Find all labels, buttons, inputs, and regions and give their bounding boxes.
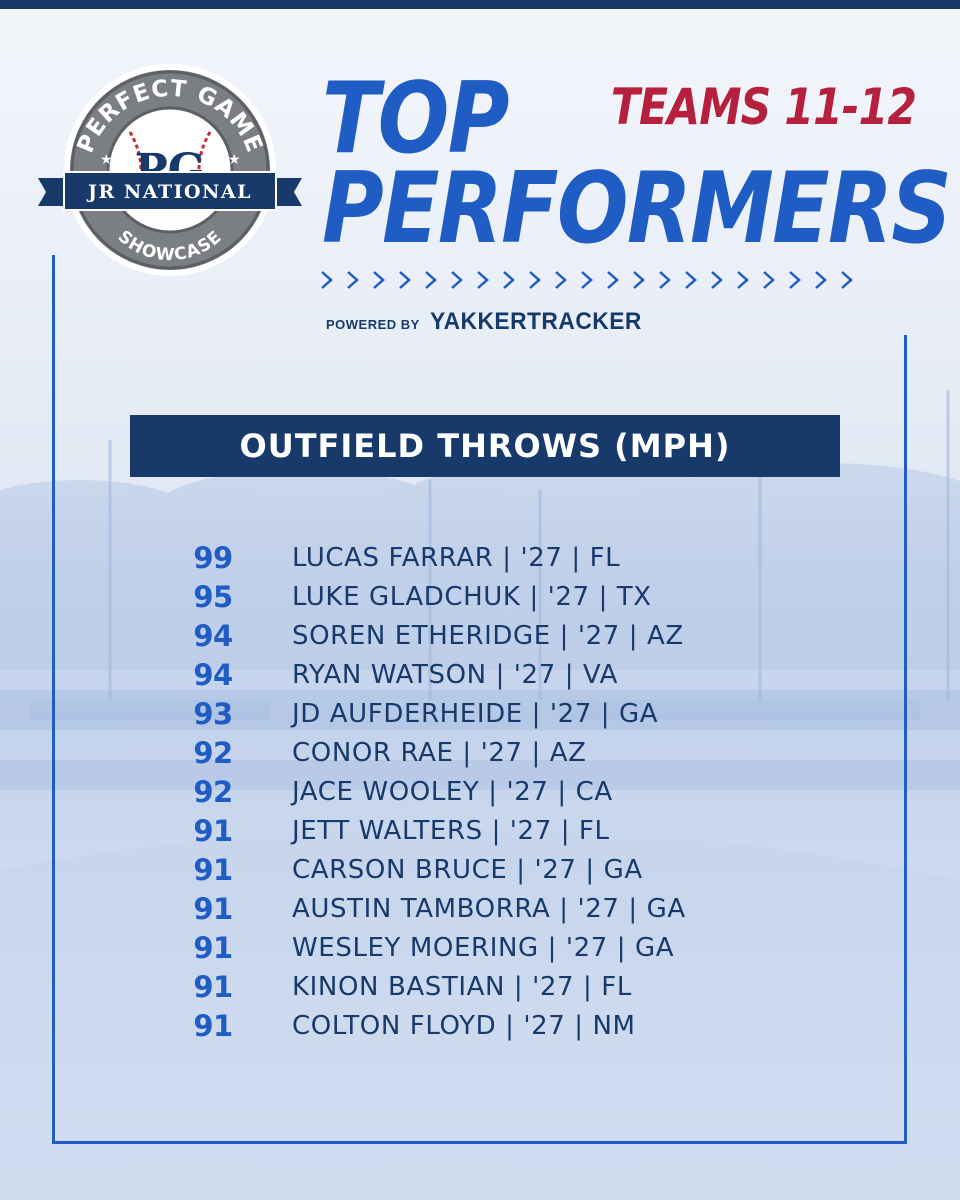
- velocity-value: 92: [193, 735, 233, 770]
- list-item: 91 CARSON BRUCE | '27 | GA: [0, 850, 960, 889]
- frame-bottom-line: [52, 1141, 907, 1144]
- list-item: 91 WESLEY MOERING | '27 | GA: [0, 928, 960, 967]
- teams-subtitle: TEAMS 11-12: [610, 78, 917, 136]
- player-info: AUSTIN TAMBORRA | '27 | GA: [292, 893, 686, 924]
- frame-right-line: [904, 335, 907, 1144]
- velocity-value: 91: [193, 1008, 233, 1043]
- player-info: LUCAS FARRAR | '27 | FL: [292, 542, 621, 573]
- velocity-value: 92: [193, 774, 233, 809]
- player-info: RYAN WATSON | '27 | VA: [292, 659, 619, 690]
- player-info: KINON BASTIAN | '27 | FL: [292, 971, 632, 1002]
- list-item: 93 JD AUFDERHEIDE | '27 | GA: [0, 694, 960, 733]
- list-item: 95 LUKE GLADCHUK | '27 | TX: [0, 577, 960, 616]
- player-info: JD AUFDERHEIDE | '27 | GA: [292, 698, 659, 729]
- velocity-value: 91: [193, 852, 233, 887]
- list-item: 92 CONOR RAE | '27 | AZ: [0, 733, 960, 772]
- powered-by: POWERED BY YAKKERTRACKER: [326, 308, 653, 336]
- svg-text:★: ★: [228, 151, 241, 167]
- velocity-value: 94: [193, 657, 233, 692]
- velocity-value: 99: [193, 540, 233, 575]
- frame-left-line: [52, 255, 55, 1144]
- player-info: JETT WALTERS | '27 | FL: [292, 815, 610, 846]
- list-item: 91 JETT WALTERS | '27 | FL: [0, 811, 960, 850]
- velocity-value: 91: [193, 969, 233, 1004]
- player-info: CARSON BRUCE | '27 | GA: [292, 854, 643, 885]
- list-item: 94 RYAN WATSON | '27 | VA: [0, 655, 960, 694]
- list-item: 92 JACE WOOLEY | '27 | CA: [0, 772, 960, 811]
- velocity-value: 91: [193, 930, 233, 965]
- category-banner: OUTFIELD THROWS (MPH): [130, 415, 840, 477]
- list-item: 91 KINON BASTIAN | '27 | FL: [0, 967, 960, 1006]
- chevron-divider: [321, 271, 853, 289]
- logo-middle-text: JR NATIONAL: [86, 181, 252, 203]
- category-title: OUTFIELD THROWS (MPH): [239, 427, 731, 465]
- player-info: LUKE GLADCHUK | '27 | TX: [292, 581, 652, 612]
- velocity-value: 93: [193, 696, 233, 731]
- velocity-value: 95: [193, 579, 233, 614]
- player-info: JACE WOOLEY | '27 | CA: [292, 776, 613, 807]
- player-info: SOREN ETHERIDGE | '27 | AZ: [292, 620, 684, 651]
- perfect-game-logo: PG PERFECT GAME SHOWCASE ★ ★ JR NATIONAL: [38, 64, 302, 276]
- sponsor-name: YAKKERTRACKER: [429, 308, 642, 335]
- velocity-value: 91: [193, 891, 233, 926]
- player-info: CONOR RAE | '27 | AZ: [292, 737, 587, 768]
- top-bar: [0, 0, 960, 9]
- list-item: 94 SOREN ETHERIDGE | '27 | AZ: [0, 616, 960, 655]
- svg-text:★: ★: [100, 151, 113, 167]
- velocity-value: 94: [193, 618, 233, 653]
- powered-by-label: POWERED BY: [326, 317, 420, 332]
- title-line1: TOP: [322, 62, 509, 176]
- velocity-value: 91: [193, 813, 233, 848]
- list-item: 99 LUCAS FARRAR | '27 | FL: [0, 538, 960, 577]
- list-item: 91 AUSTIN TAMBORRA | '27 | GA: [0, 889, 960, 928]
- player-info: WESLEY MOERING | '27 | GA: [292, 932, 675, 963]
- title-line2: PERFORMERS: [322, 152, 952, 266]
- player-info: COLTON FLOYD | '27 | NM: [292, 1010, 636, 1041]
- list-item: 91 COLTON FLOYD | '27 | NM: [0, 1006, 960, 1045]
